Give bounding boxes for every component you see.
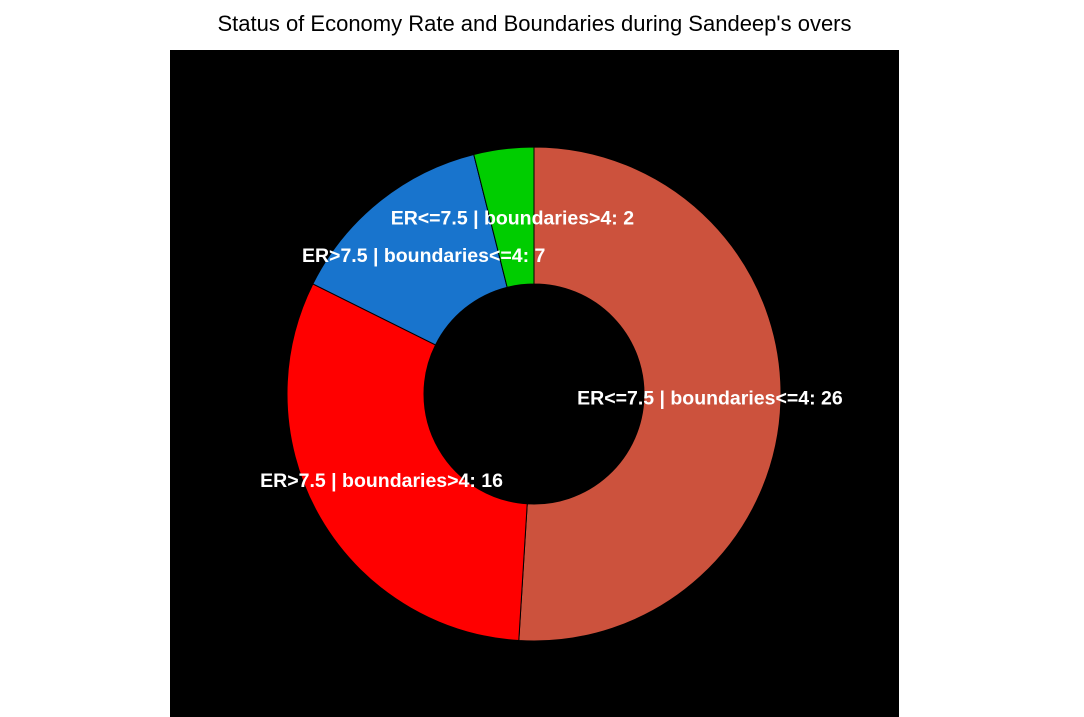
donut-slices — [286, 146, 782, 642]
slice-er-7-5-boundaries-4 — [473, 146, 535, 288]
slice-label-er-7-5-boundaries-4: ER<=7.5 | boundaries<=4: 26 — [577, 388, 843, 410]
slice-label-er-7-5-boundaries-4: ER>7.5 | boundaries<=4: 7 — [302, 245, 545, 267]
slice-er-7-5-boundaries-4 — [518, 146, 782, 642]
slice-er-7-5-boundaries-4 — [286, 283, 528, 642]
slice-er-7-5-boundaries-4 — [312, 153, 508, 346]
slice-label-er-7-5-boundaries-4: ER<=7.5 | boundaries>4: 2 — [391, 207, 635, 229]
chart-title: Status of Economy Rate and Boundaries du… — [217, 11, 852, 36]
slice-labels: ER<=7.5 | boundaries<=4: 26 ER>7.5 | boun… — [260, 207, 843, 492]
slice-label-er-7-5-boundaries-4: ER>7.5 | boundaries>4: 16 — [260, 470, 503, 492]
